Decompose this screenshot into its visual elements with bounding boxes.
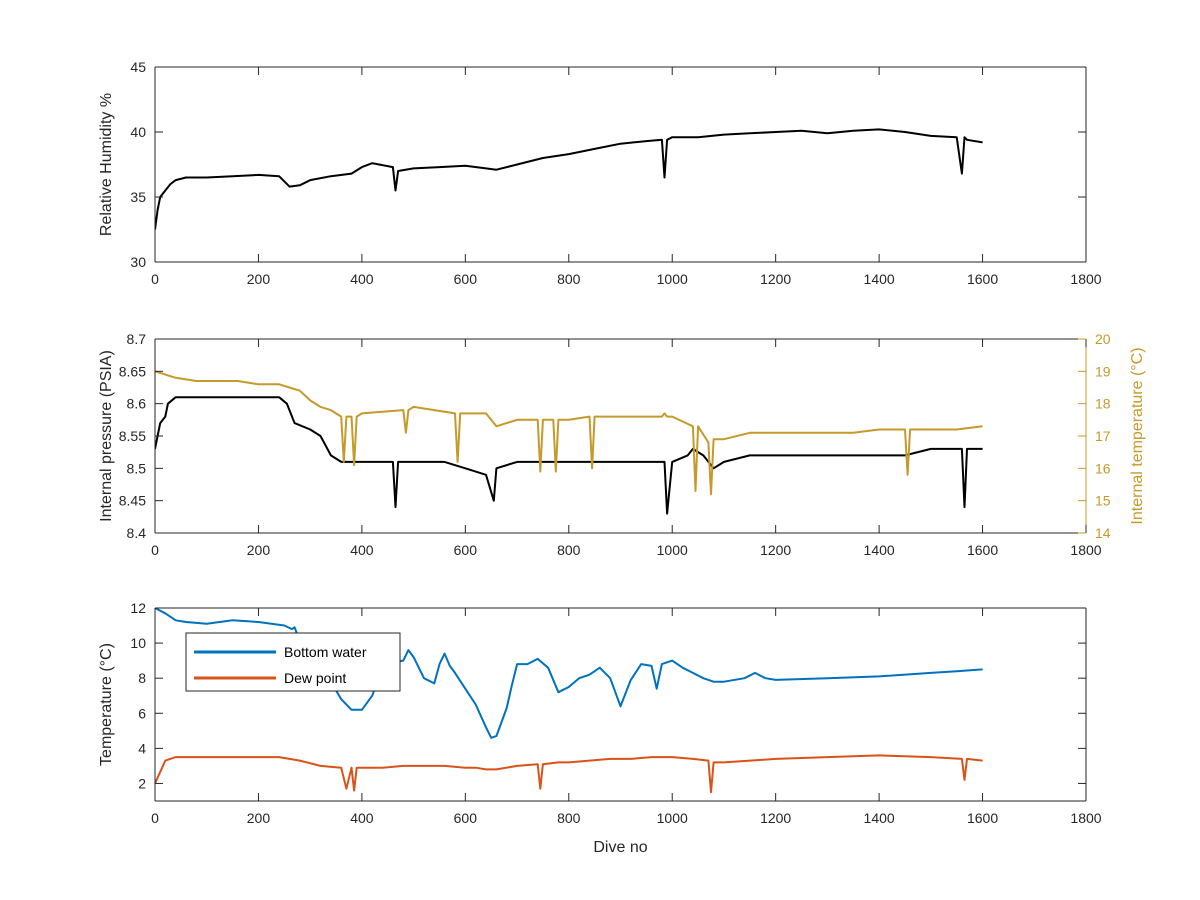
x-tick-label: 1000: [657, 810, 688, 826]
y-axis-title: Temperature (°C): [98, 643, 115, 766]
x-tick-label: 1200: [760, 271, 791, 287]
x-tick-label: 1600: [967, 542, 998, 558]
y-right-tick-label: 14: [1095, 525, 1111, 541]
y-right-tick-label: 19: [1095, 363, 1111, 379]
series-line-dew-point: [155, 754, 983, 794]
x-tick-label: 600: [454, 271, 478, 287]
y-tick-label: 8.45: [119, 493, 146, 509]
y-tick-label: 8.7: [127, 331, 147, 347]
y-tick-label: 12: [130, 600, 146, 616]
x-tick-label: 1400: [864, 271, 895, 287]
y-tick-label: 8.5: [127, 460, 147, 476]
y-tick-label: 30: [130, 254, 146, 270]
x-tick-label: 1400: [864, 542, 895, 558]
chart-panel-2: 0 200 400 600 800 1000 1200 1400 1600 1800 8.4 8.45…: [98, 331, 1146, 558]
y-tick-label: 8.4: [127, 525, 147, 541]
y-tick-label: 8.6: [127, 396, 147, 412]
series-line-right-axis: [155, 370, 983, 496]
x-tick-label: 1800: [1070, 271, 1101, 287]
x-axis-title: Dive no: [593, 839, 647, 856]
y-tick-label: 2: [138, 775, 146, 791]
y-right-tick-label: 17: [1095, 428, 1111, 444]
y-right-tick-label: 18: [1095, 396, 1111, 412]
x-tick-label: 1000: [657, 271, 688, 287]
y-right-axis-title: Internal temperature (°C): [1129, 347, 1146, 524]
panels: 0 200 400 600 800 1000 1200 1400 1600 18003035404…: [98, 59, 1146, 856]
y-axis-title: Relative Humidity %: [98, 93, 115, 236]
x-tick-label: 1200: [760, 810, 791, 826]
legend-box: [185, 632, 401, 692]
legend: Bottom water Dew point: [185, 632, 401, 692]
y-tick-label: 10: [130, 635, 146, 651]
series-line-left-axis: [155, 396, 983, 515]
x-tick-label: 1800: [1070, 542, 1101, 558]
x-tick-label: 400: [350, 542, 374, 558]
x-tick-label: 1600: [967, 810, 998, 826]
series-line-left-axis: [155, 128, 983, 230]
x-tick-label: 800: [557, 271, 581, 287]
y-tick-label: 45: [130, 59, 146, 75]
x-tick-label: 400: [350, 810, 374, 826]
x-tick-label: 1000: [657, 542, 688, 558]
x-tick-label: 400: [350, 271, 374, 287]
y-right-tick-label: 16: [1095, 460, 1111, 476]
x-tick-label: 1200: [760, 542, 791, 558]
x-tick-label: 800: [557, 542, 581, 558]
legend-label-dew-point: Dew point: [284, 670, 346, 686]
x-tick-label: 800: [557, 810, 581, 826]
x-tick-label: 600: [454, 810, 478, 826]
y-tick-label: 8: [138, 670, 146, 686]
x-tick-label: 0: [151, 810, 159, 826]
x-tick-label: 1800: [1070, 810, 1101, 826]
x-tick-label: 200: [247, 271, 271, 287]
x-tick-label: 0: [151, 542, 159, 558]
y-axis-title: Internal pressure (PSIA): [98, 350, 115, 522]
chart-panel-1: 0 200 400 600 800 1000 1200 1400 1600 1800 30 35 40 4…: [98, 59, 1102, 287]
x-tick-label: 600: [454, 542, 478, 558]
x-tick-label: 1600: [967, 271, 998, 287]
x-tick-label: 200: [247, 542, 271, 558]
y-tick-label: 40: [130, 124, 146, 140]
y-right-tick-label: 20: [1095, 331, 1111, 347]
y-tick-label: 6: [138, 705, 146, 721]
x-tick-label: 200: [247, 810, 271, 826]
chart-panel-3: 0 200 400 600 800 1000 1200 1400 1600 1800 2 4 6 8 10 1…: [98, 600, 1102, 856]
y-tick-label: 35: [130, 189, 146, 205]
legend-label-bottom-water: Bottom water: [284, 644, 367, 660]
x-tick-label: 1400: [864, 810, 895, 826]
y-tick-label: 8.65: [119, 363, 146, 379]
y-right-tick-label: 15: [1095, 493, 1111, 509]
y-tick-label: 4: [138, 740, 146, 756]
x-tick-label: 0: [151, 271, 159, 287]
y-tick-label: 8.55: [119, 428, 146, 444]
